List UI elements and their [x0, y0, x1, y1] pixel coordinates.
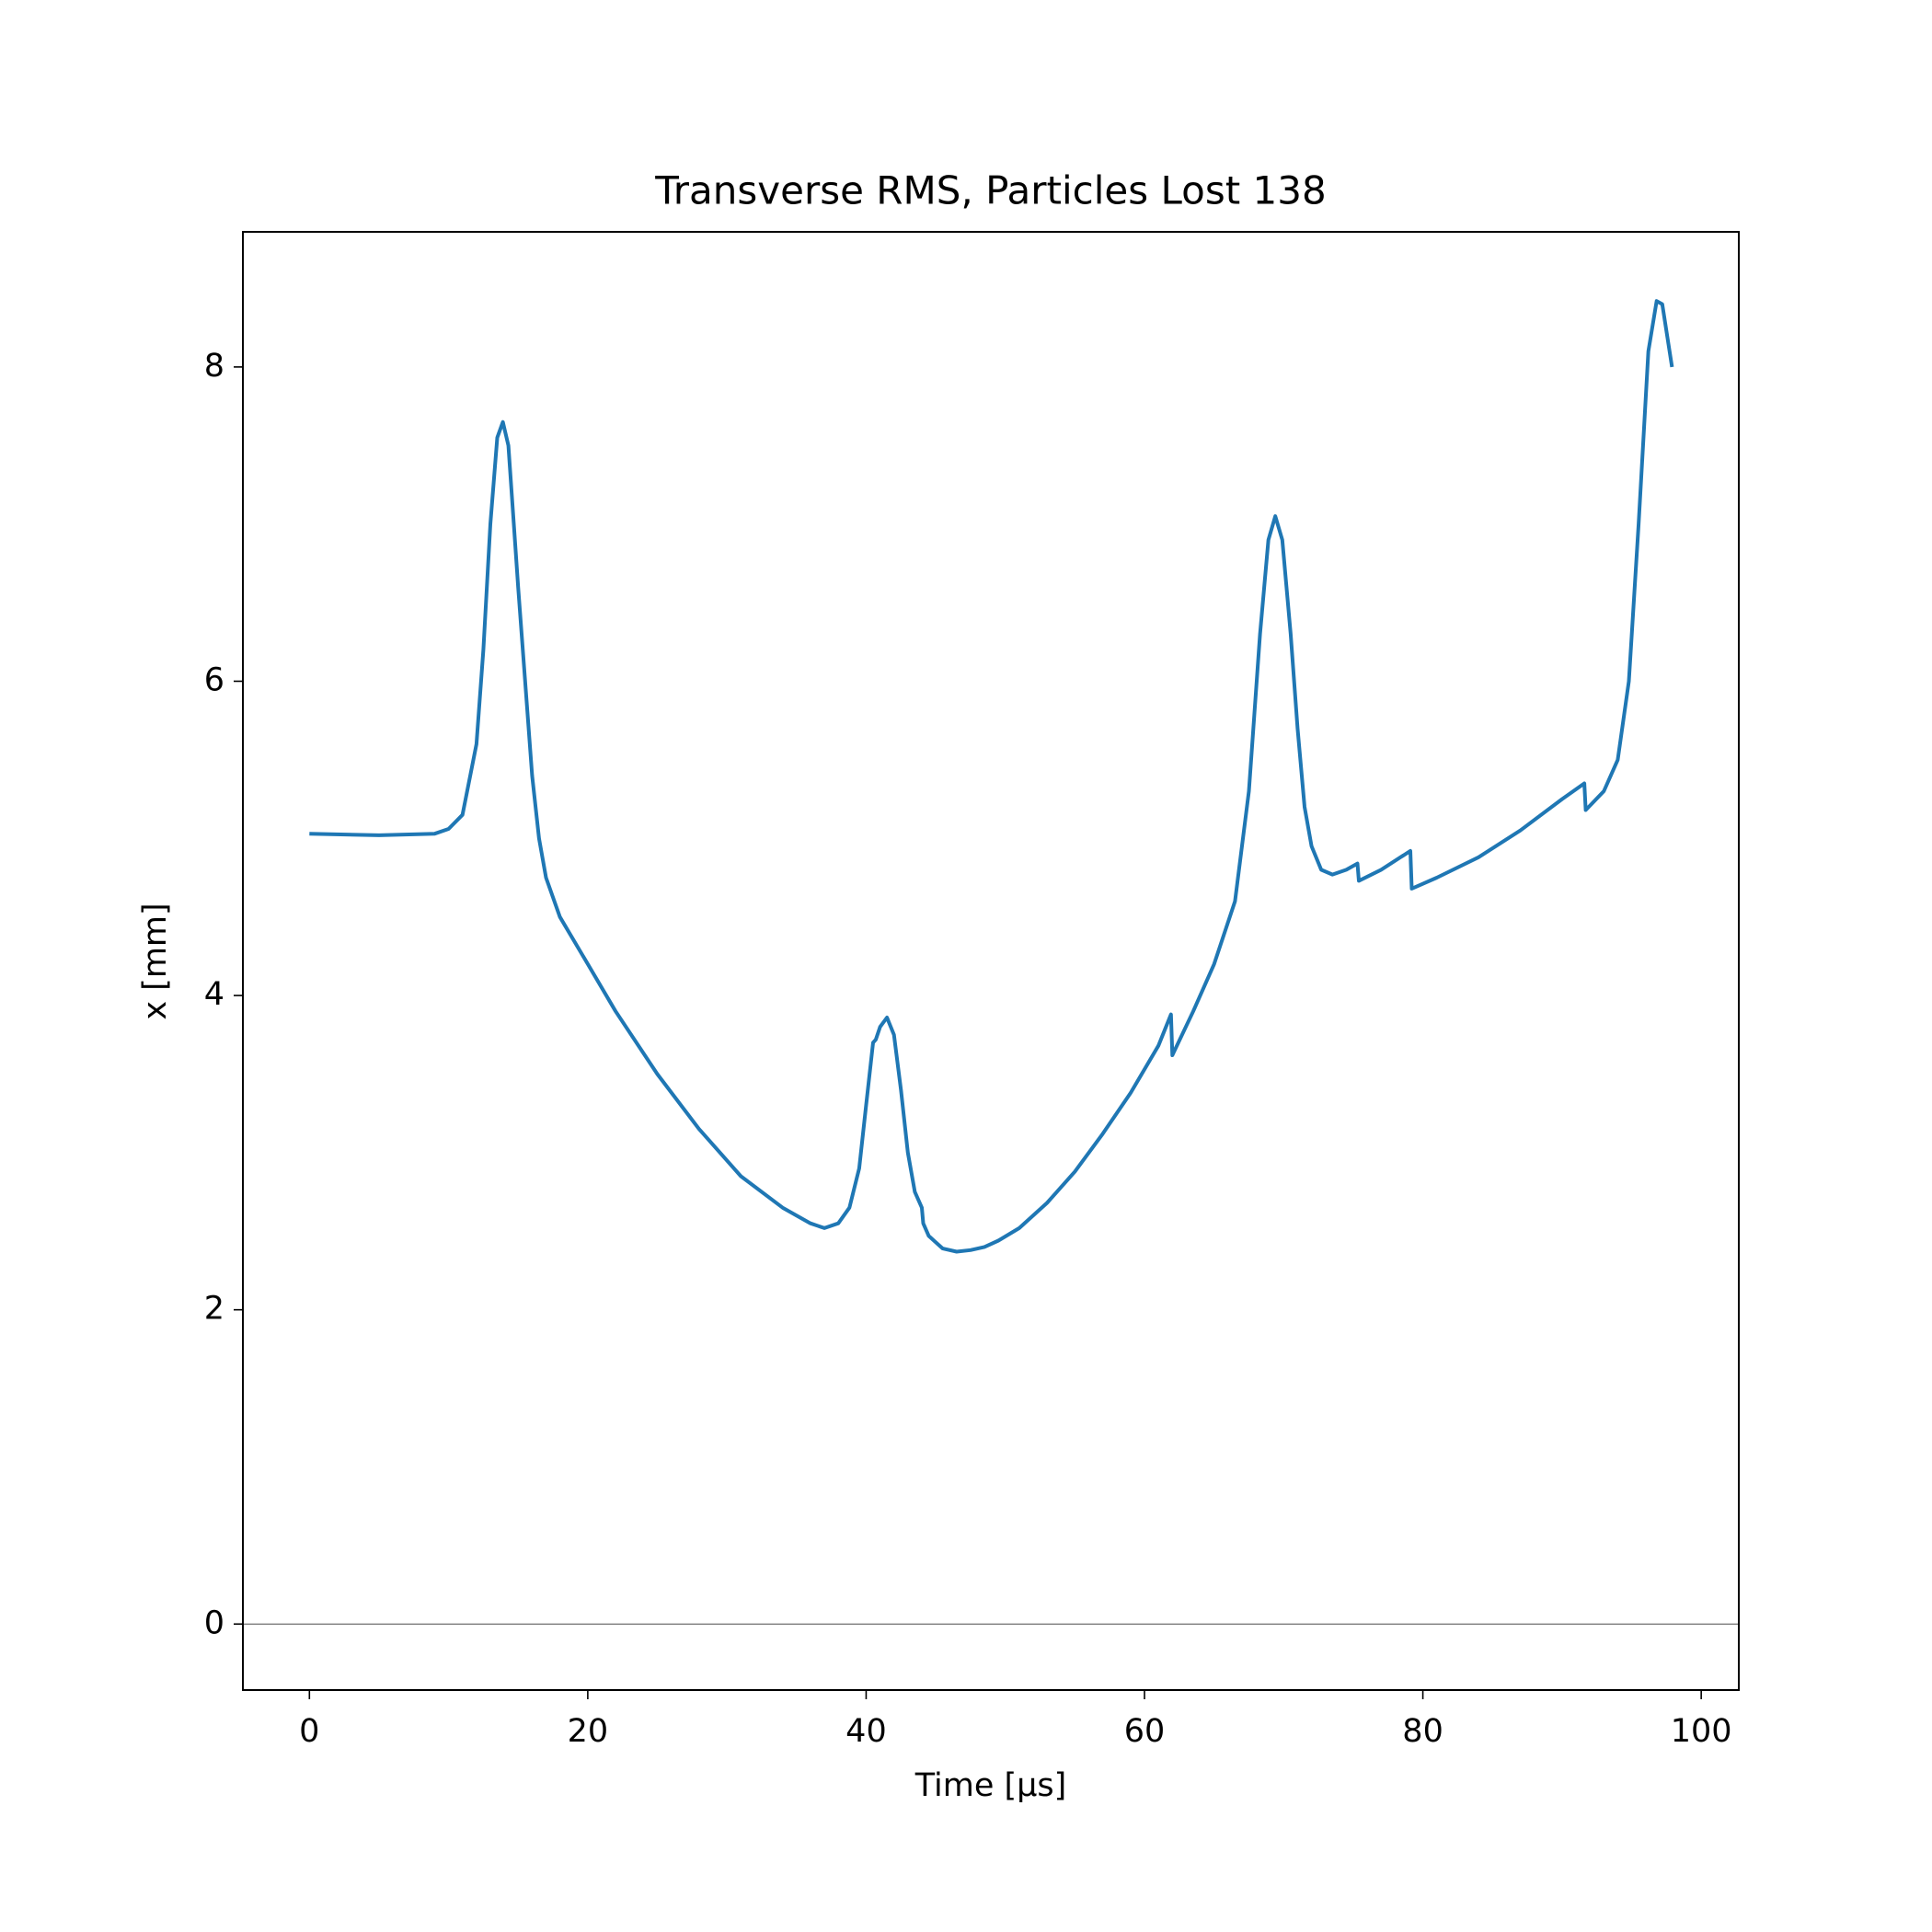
data-line	[309, 299, 1674, 1254]
y-tick-label: 8	[204, 348, 224, 385]
x-tick-label: 40	[845, 1713, 887, 1750]
y-tick-label: 2	[204, 1291, 224, 1328]
chart-title: Transverse RMS, Particles Lost 138	[654, 168, 1326, 213]
x-tick-label: 60	[1124, 1713, 1166, 1750]
x-tick-label: 0	[299, 1713, 319, 1750]
y-tick-label: 0	[204, 1604, 224, 1641]
x-axis-label: Time [μs]	[914, 1767, 1067, 1804]
x-tick-label: 80	[1402, 1713, 1443, 1750]
x-tick-label: 100	[1671, 1713, 1732, 1750]
axes-frame	[242, 231, 1740, 1691]
x-tick-label: 20	[568, 1713, 609, 1750]
y-tick-label: 6	[204, 661, 224, 698]
y-axis-label: x [mm]	[137, 903, 174, 1019]
y-tick-label: 4	[204, 976, 224, 1013]
